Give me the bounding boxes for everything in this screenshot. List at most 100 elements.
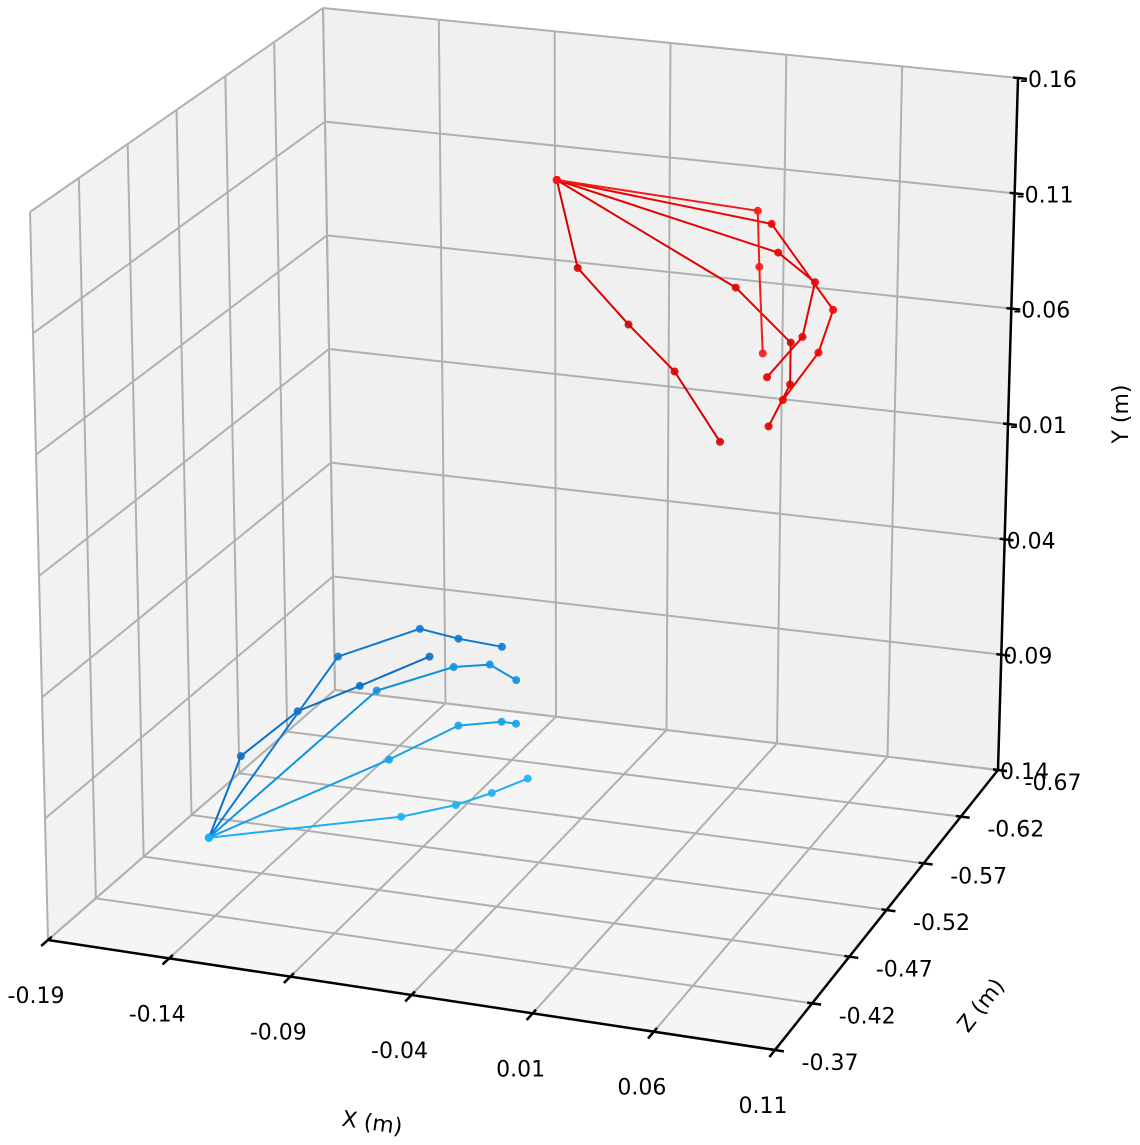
- left-pane: [30, 8, 335, 940]
- z-tick: [881, 908, 896, 913]
- joint-point: [204, 833, 213, 842]
- joint-point: [454, 721, 463, 730]
- y-axis-label: Y (m): [1109, 384, 1134, 444]
- joint-point: [814, 348, 823, 357]
- x-axis: [47, 938, 776, 1052]
- joint-point: [497, 717, 506, 726]
- x-tick: [161, 954, 174, 966]
- grid-line: [332, 575, 1002, 656]
- joint-point: [767, 219, 776, 228]
- grid-line: [191, 814, 887, 911]
- joint-point: [397, 812, 406, 821]
- joint-point: [523, 774, 532, 783]
- grid-line: [29, 7, 324, 213]
- layer: [204, 175, 838, 842]
- grid-line: [47, 689, 336, 941]
- x-axis-label: X (m): [340, 1107, 404, 1140]
- z-tick-label: -0.62: [987, 818, 1044, 843]
- joint-point: [798, 332, 807, 341]
- layer: [29, 7, 1019, 1051]
- y-tick: [1009, 191, 1024, 196]
- joint-point: [334, 652, 343, 661]
- grid-line: [287, 730, 961, 818]
- x-tick: [404, 990, 416, 1003]
- joint-point: [415, 624, 424, 633]
- joint-point: [451, 801, 460, 810]
- joint-point: [755, 262, 764, 271]
- joint-point: [485, 660, 494, 669]
- x-tick-label: 0.01: [496, 1057, 545, 1082]
- y-tick-label: -0.01: [1010, 414, 1067, 439]
- grid-line: [328, 348, 1009, 425]
- y-tick: [1012, 76, 1028, 81]
- grid-line: [324, 120, 1015, 195]
- z-tick-label: -0.52: [913, 911, 970, 936]
- back-pane: [323, 8, 1018, 770]
- z-tick: [807, 1001, 822, 1006]
- y-axis: [996, 77, 1020, 771]
- x-tick-label: -0.09: [250, 1021, 307, 1046]
- joint-point: [454, 634, 463, 643]
- z-tick: [918, 861, 933, 866]
- x-tick-label: 0.06: [617, 1076, 666, 1101]
- y-tick: [992, 768, 1008, 773]
- joint-point: [512, 676, 521, 685]
- y-tick: [1002, 422, 1018, 427]
- grid-line: [95, 897, 813, 1005]
- joint-point: [487, 789, 496, 798]
- z-tick: [844, 954, 859, 960]
- joint-point: [624, 320, 633, 329]
- joint-point: [763, 373, 772, 382]
- joint-point: [552, 175, 561, 184]
- x-tick-label: -0.04: [371, 1039, 428, 1064]
- y-tick-label: -0.16: [1020, 68, 1077, 93]
- y-tick-label: 0.14: [1000, 760, 1049, 785]
- grid-line: [143, 855, 850, 958]
- layer: [40, 76, 1028, 1058]
- z-tick: [955, 814, 970, 820]
- joint-point: [758, 349, 767, 358]
- joint-point: [449, 663, 458, 672]
- joint-point: [573, 263, 582, 272]
- z-tick-label: -0.37: [802, 1051, 859, 1076]
- grid-line: [44, 575, 334, 820]
- finger-line: [556, 179, 764, 354]
- layer: -0.19 -0.14 -0.09 -0.04 0.01 0.06 0.11 -0.37 -0.…: [8, 68, 1082, 1119]
- joint-point: [753, 206, 762, 215]
- y-tick-label: 0.09: [1003, 645, 1052, 670]
- grid-line: [35, 234, 328, 456]
- y-tick-label: -0.11: [1017, 183, 1074, 208]
- grid-line: [41, 461, 332, 699]
- x-tick-label: 0.11: [739, 1094, 788, 1119]
- x-tick: [40, 935, 53, 947]
- x-tick: [525, 1008, 537, 1021]
- grid-line: [326, 234, 1012, 310]
- joint-point: [425, 652, 434, 661]
- grid-line: [239, 772, 924, 865]
- z-axis: [774, 769, 999, 1051]
- grid-line: [32, 120, 326, 335]
- joint-point: [774, 248, 783, 257]
- y-tick-label: -0.06: [1013, 299, 1070, 324]
- z-axis-label: Z (m): [953, 974, 1010, 1037]
- joint-point: [716, 437, 725, 446]
- z-tick-label: -0.47: [876, 958, 933, 983]
- joint-point: [778, 396, 787, 405]
- grid-line: [38, 348, 330, 577]
- joint-point: [764, 422, 773, 431]
- z-tick-label: -0.42: [839, 1004, 896, 1029]
- x-tick-label: -0.19: [8, 984, 65, 1009]
- z-tick-label: -0.57: [950, 864, 1007, 889]
- x-tick: [647, 1027, 659, 1040]
- y-tick: [996, 652, 1011, 657]
- joint-point: [384, 755, 393, 764]
- layer: [30, 8, 1018, 1050]
- joint-point: [829, 305, 838, 314]
- joint-point: [372, 686, 381, 695]
- grid-line: [330, 461, 1005, 541]
- joint-point: [497, 642, 506, 651]
- z-tick-label: -0.67: [1025, 771, 1082, 796]
- y-tick-label: 0.04: [1007, 529, 1056, 554]
- joint-point: [355, 681, 364, 690]
